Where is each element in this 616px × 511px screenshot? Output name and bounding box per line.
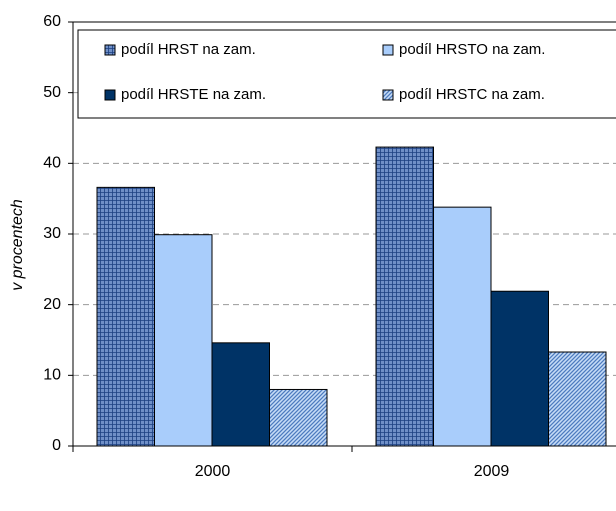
y-tick-label: 30 bbox=[43, 225, 61, 242]
bar bbox=[96, 186, 155, 447]
y-axis-label: v procentech bbox=[9, 199, 26, 291]
legend-swatch bbox=[104, 89, 116, 101]
legend-text: podíl HRSTE na zam. bbox=[121, 86, 266, 103]
y-tick-label: 60 bbox=[43, 13, 61, 30]
bar bbox=[548, 351, 607, 447]
bar bbox=[211, 342, 270, 447]
bar bbox=[375, 146, 434, 447]
legend-text: podíl HRST na zam. bbox=[121, 41, 256, 58]
x-tick-label: 2000 bbox=[195, 463, 231, 480]
bar bbox=[269, 388, 328, 447]
y-tick-label: 20 bbox=[43, 296, 61, 313]
legend-text: podíl HRSTO na zam. bbox=[399, 41, 545, 58]
x-tick-label: 2009 bbox=[474, 463, 510, 480]
legend-box bbox=[77, 29, 616, 119]
bar bbox=[490, 290, 549, 447]
legend-swatch bbox=[382, 44, 394, 56]
bar bbox=[433, 206, 492, 447]
y-tick-label: 0 bbox=[52, 437, 61, 454]
legend-swatch bbox=[382, 89, 394, 101]
legend-text: podíl HRSTC na zam. bbox=[399, 86, 545, 103]
bar bbox=[154, 234, 213, 447]
y-tick-label: 10 bbox=[43, 367, 61, 384]
y-tick-label: 40 bbox=[43, 155, 61, 172]
legend-swatch bbox=[104, 44, 116, 56]
y-tick-label: 50 bbox=[43, 84, 61, 101]
